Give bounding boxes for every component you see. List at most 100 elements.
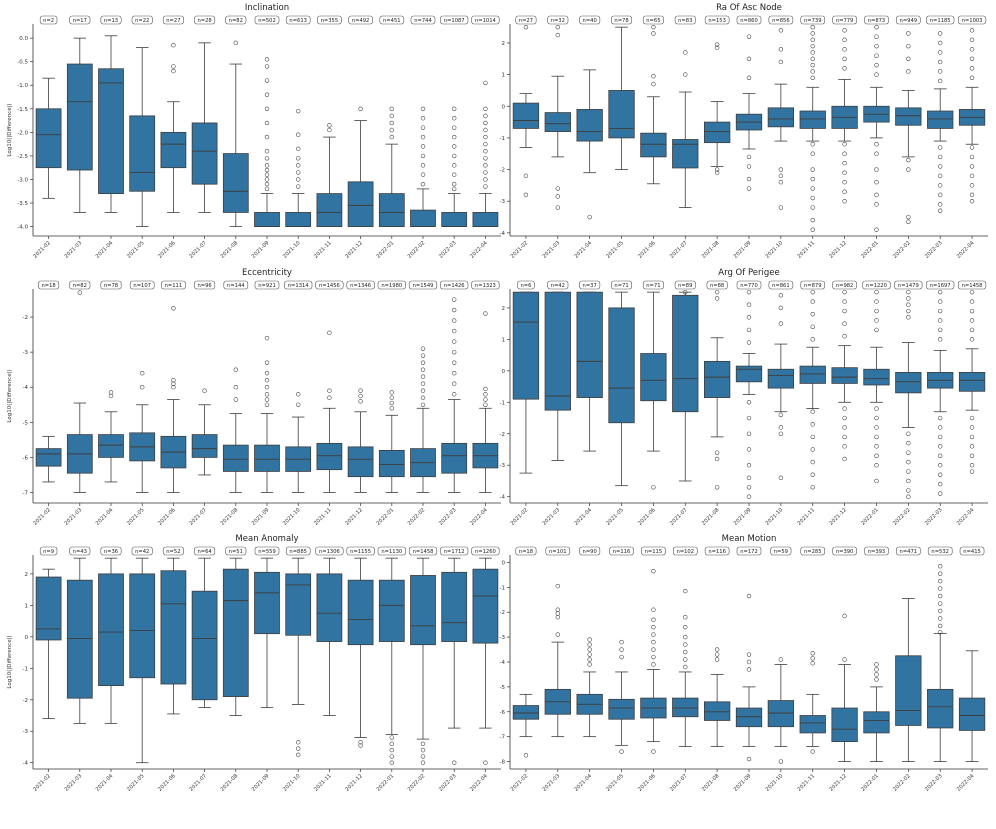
box-2021-04 <box>98 35 124 213</box>
iqr-box <box>160 570 187 685</box>
box-2021-07 <box>191 388 218 476</box>
outlier-point <box>874 444 879 449</box>
outlier-point <box>906 308 911 314</box>
x-tick-label: 2021-03 <box>542 240 562 260</box>
outlier-point <box>746 176 752 182</box>
outlier-point <box>874 662 879 667</box>
count-badge: n=153 <box>704 15 730 25</box>
box-2021-09 <box>735 34 763 191</box>
x-tick-label: 2021-05 <box>605 507 625 527</box>
outlier-point <box>358 393 363 399</box>
box-2021-04 <box>98 390 124 483</box>
outlier-point <box>874 151 879 156</box>
iqr-box <box>410 209 436 227</box>
box-2022-01 <box>378 106 405 227</box>
outlier-point <box>810 447 815 452</box>
outlier-point <box>483 80 488 86</box>
outlier-point <box>906 43 911 49</box>
outlier-point <box>296 163 301 168</box>
box-2022-01 <box>378 390 405 493</box>
outlier-point <box>358 388 363 393</box>
count-badge: n=101 <box>545 546 571 556</box>
outlier-point <box>746 431 752 436</box>
x-tick-label: 2021-08 <box>220 240 240 260</box>
outlier-point <box>746 485 752 490</box>
count-badge: n=1003 <box>957 15 987 25</box>
x-tick-label: 2021-12 <box>828 240 848 260</box>
count-label: n=115 <box>645 549 663 555</box>
y-tick-label: -4 <box>23 761 29 767</box>
iqr-box <box>441 571 468 642</box>
count-badge-box <box>800 15 826 25</box>
x-tick-label: 2021-03 <box>64 507 84 527</box>
count-badge: n=96 <box>194 280 216 290</box>
count-badge-box <box>471 280 500 290</box>
outlier-point <box>810 142 815 147</box>
outlier-point <box>420 754 426 759</box>
outlier-point <box>264 360 270 365</box>
box-2021-11 <box>316 557 343 716</box>
outlier-point <box>420 116 426 121</box>
count-badge: n=40 <box>579 15 601 25</box>
count-badge-box <box>641 546 666 556</box>
count-badge-box <box>69 280 91 290</box>
count-label: n=78 <box>104 283 118 289</box>
outlier-point <box>810 56 815 62</box>
box-2021-12 <box>831 28 858 204</box>
count-badge: n=71 <box>642 280 664 290</box>
count-badge: n=90 <box>579 546 601 556</box>
outlier-point <box>202 388 207 393</box>
outlier-point <box>969 463 975 468</box>
outlier-point <box>810 459 815 465</box>
count-badge: n=1697 <box>926 280 955 290</box>
count-badge-box <box>254 546 280 556</box>
outlier-point <box>77 290 83 295</box>
outlier-point <box>264 156 270 161</box>
outlier-point <box>906 214 911 220</box>
outlier-point <box>452 163 457 168</box>
count-badge-box <box>194 280 216 290</box>
box-2022-01 <box>863 662 890 762</box>
box-2021-08 <box>222 367 249 493</box>
outlier-point <box>483 134 488 140</box>
box-2021-07 <box>672 289 699 482</box>
outlier-point <box>810 62 815 68</box>
count-label: n=17 <box>73 18 87 24</box>
count-label: n=1155 <box>350 549 371 555</box>
box-2021-11 <box>316 123 343 227</box>
count-label: n=96 <box>197 283 211 289</box>
x-tick-label: 2021-04 <box>574 507 594 527</box>
iqr-box <box>767 700 795 728</box>
outlier-point <box>683 624 688 630</box>
y-tick-label: -0.5 <box>17 60 28 66</box>
outlier-point <box>452 125 457 130</box>
outlier-point <box>555 205 560 210</box>
count-label: n=102 <box>676 549 694 555</box>
outlier-point <box>810 651 815 656</box>
count-badge: n=1314 <box>284 280 313 290</box>
box-2021-10 <box>285 557 312 758</box>
outlier-point <box>452 328 457 334</box>
outlier-point <box>842 37 847 43</box>
outlier-point <box>327 395 332 400</box>
outlier-point <box>296 146 301 152</box>
count-badge: n=78 <box>611 15 633 25</box>
outlier-point <box>523 173 529 179</box>
outlier-point <box>810 176 815 182</box>
x-tick-label: 2021-09 <box>733 240 753 260</box>
count-badge-box <box>100 15 122 25</box>
count-badge-box <box>408 280 438 290</box>
outlier-point <box>746 400 752 405</box>
outlier-point <box>937 327 943 333</box>
x-tick-label: 2022-03 <box>438 240 458 260</box>
iqr-box <box>863 368 890 386</box>
y-tick-label: -7 <box>500 735 506 741</box>
iqr-box <box>378 449 405 478</box>
count-badge: n=27 <box>515 15 537 25</box>
iqr-box <box>35 108 62 169</box>
outlier-point <box>555 632 560 637</box>
box-2021-11 <box>799 24 826 232</box>
outlier-point <box>937 164 943 169</box>
outlier-point <box>714 485 720 490</box>
count-label: n=144 <box>227 283 245 289</box>
